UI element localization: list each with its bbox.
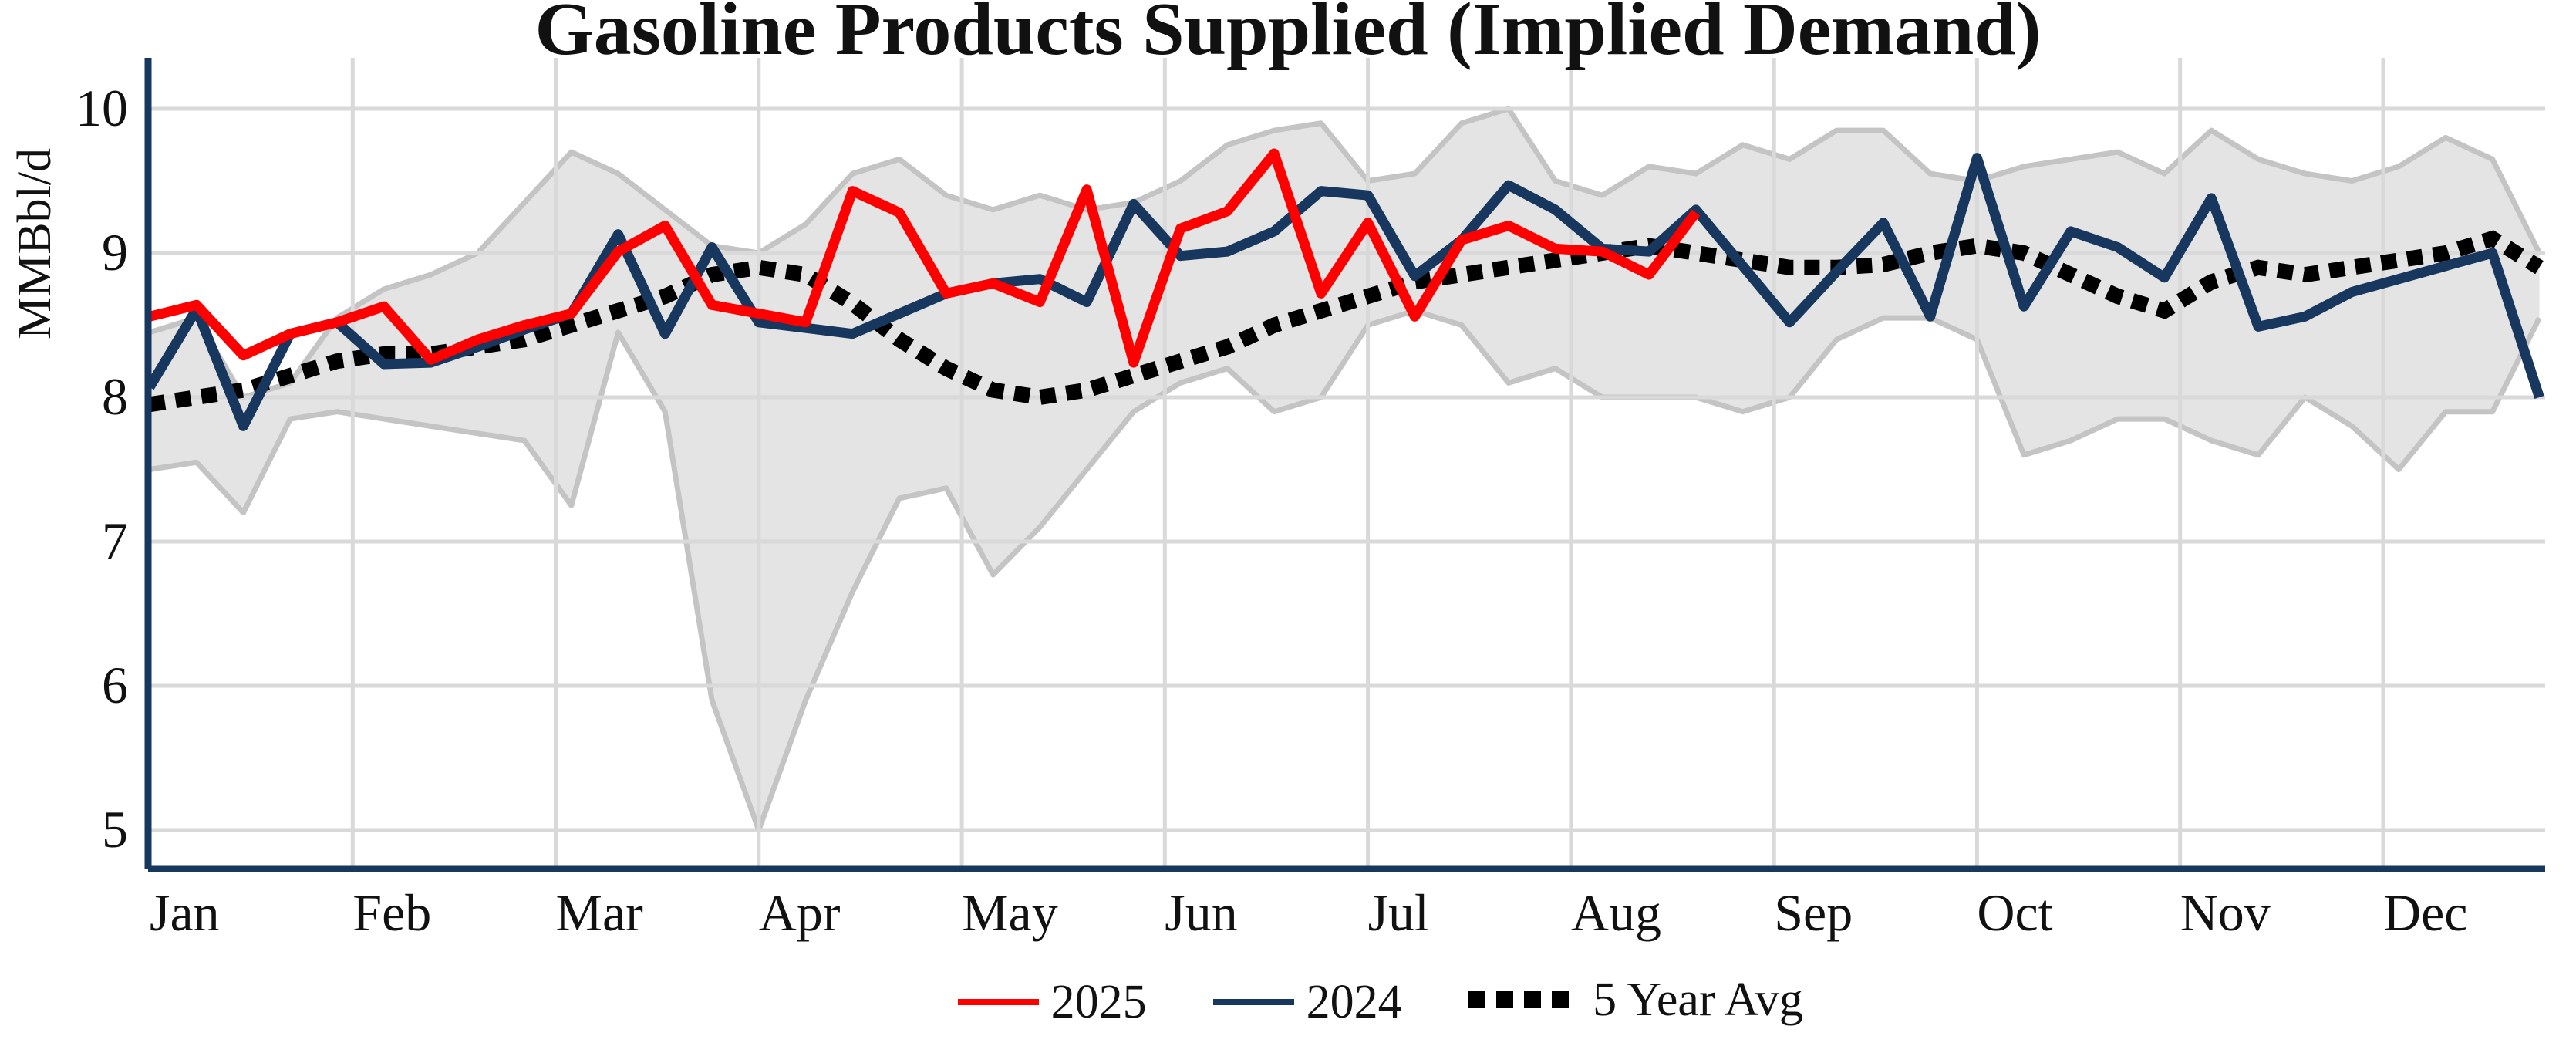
svg-text:Jun: Jun — [1165, 883, 1237, 942]
svg-text:Nov: Nov — [2180, 883, 2271, 942]
svg-text:May: May — [962, 883, 1058, 942]
svg-text:Feb: Feb — [352, 883, 431, 942]
svg-text:7: 7 — [102, 511, 128, 570]
svg-text:9: 9 — [102, 223, 128, 282]
svg-text:Oct: Oct — [1977, 883, 2052, 942]
svg-text:Jul: Jul — [1368, 883, 1429, 942]
svg-text:Apr: Apr — [759, 883, 841, 942]
svg-text:6: 6 — [102, 656, 128, 714]
svg-text:Jan: Jan — [150, 883, 220, 942]
svg-text:Dec: Dec — [2383, 883, 2467, 942]
svg-text:8: 8 — [102, 367, 128, 426]
svg-text:Mar: Mar — [556, 883, 644, 942]
svg-text:Sep: Sep — [1774, 883, 1853, 942]
svg-text:5: 5 — [102, 800, 128, 859]
svg-text:Aug: Aug — [1571, 883, 1661, 942]
svg-text:10: 10 — [76, 79, 128, 137]
